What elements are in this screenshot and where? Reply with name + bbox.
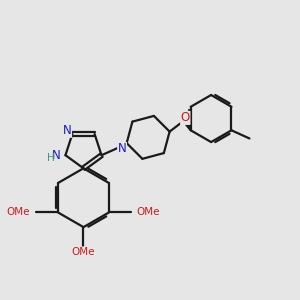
Text: OMe: OMe (72, 247, 95, 257)
Text: O: O (181, 111, 190, 124)
Text: N: N (118, 142, 127, 155)
Text: OMe: OMe (7, 207, 30, 218)
Text: N: N (52, 149, 61, 162)
Text: OMe: OMe (137, 207, 160, 218)
Text: N: N (63, 124, 71, 137)
Text: H: H (47, 153, 55, 163)
